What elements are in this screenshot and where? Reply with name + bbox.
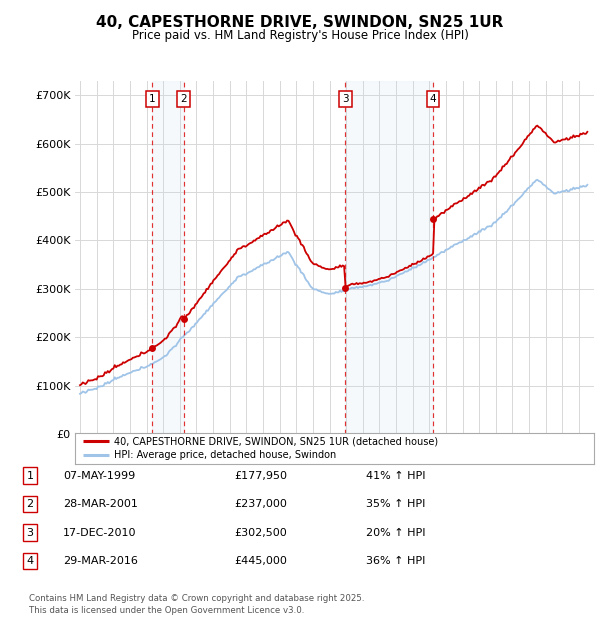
Text: 35% ↑ HPI: 35% ↑ HPI (366, 499, 425, 509)
Text: 40, CAPESTHORNE DRIVE, SWINDON, SN25 1UR (detached house): 40, CAPESTHORNE DRIVE, SWINDON, SN25 1UR… (114, 436, 438, 446)
Text: £177,950: £177,950 (234, 471, 287, 480)
Text: 07-MAY-1999: 07-MAY-1999 (63, 471, 135, 480)
Text: £237,000: £237,000 (234, 499, 287, 509)
Text: 17-DEC-2010: 17-DEC-2010 (63, 528, 137, 538)
Text: 20% ↑ HPI: 20% ↑ HPI (366, 528, 425, 538)
Text: 36% ↑ HPI: 36% ↑ HPI (366, 556, 425, 566)
Text: £302,500: £302,500 (234, 528, 287, 538)
Bar (152, 81, 184, 434)
Text: 2: 2 (26, 499, 34, 509)
Text: 29-MAR-2016: 29-MAR-2016 (63, 556, 138, 566)
Text: 40, CAPESTHORNE DRIVE, SWINDON, SN25 1UR: 40, CAPESTHORNE DRIVE, SWINDON, SN25 1UR (97, 16, 503, 30)
Text: 4: 4 (430, 94, 436, 104)
Text: Price paid vs. HM Land Registry's House Price Index (HPI): Price paid vs. HM Land Registry's House … (131, 29, 469, 42)
Text: 3: 3 (26, 528, 34, 538)
Text: 1: 1 (26, 471, 34, 480)
Text: 4: 4 (26, 556, 34, 566)
Text: 28-MAR-2001: 28-MAR-2001 (63, 499, 138, 509)
Text: 41% ↑ HPI: 41% ↑ HPI (366, 471, 425, 480)
Text: 2: 2 (181, 94, 187, 104)
Text: 1: 1 (149, 94, 155, 104)
Bar (346, 81, 433, 434)
Text: HPI: Average price, detached house, Swindon: HPI: Average price, detached house, Swin… (114, 450, 336, 461)
Text: £445,000: £445,000 (234, 556, 287, 566)
Text: Contains HM Land Registry data © Crown copyright and database right 2025.
This d: Contains HM Land Registry data © Crown c… (29, 594, 364, 615)
Text: 3: 3 (342, 94, 349, 104)
